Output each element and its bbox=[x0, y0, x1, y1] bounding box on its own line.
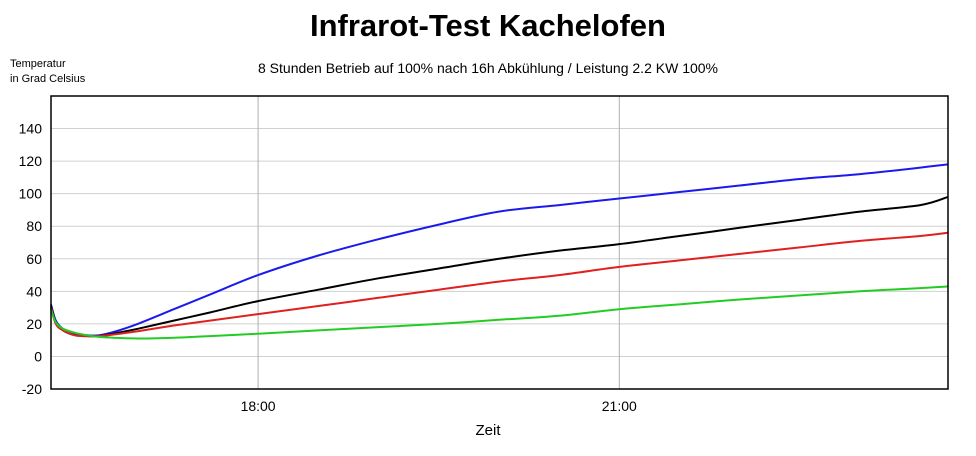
x-tick-label: 18:00 bbox=[241, 398, 276, 414]
chart-subtitle: 8 Stunden Betrieb auf 100% nach 16h Abkü… bbox=[258, 60, 718, 76]
y-tick-label: 120 bbox=[19, 153, 43, 169]
plot-frame bbox=[50, 95, 949, 390]
x-axis-label: Zeit bbox=[475, 422, 501, 439]
x-tick-label: 21:00 bbox=[602, 398, 637, 414]
grid bbox=[51, 96, 948, 390]
series-line-3 bbox=[50, 231, 949, 338]
series-line-1 bbox=[50, 163, 949, 337]
y-axis-label-line1: Temperatur bbox=[10, 58, 66, 70]
y-tick-label: 40 bbox=[26, 283, 42, 299]
series-group bbox=[50, 163, 949, 340]
series-line-2 bbox=[50, 195, 949, 338]
y-axis-label: Temperatur in Grad Celsius bbox=[10, 57, 85, 87]
y-axis-label-line2: in Grad Celsius bbox=[10, 73, 86, 85]
chart-title: Infrarot-Test Kachelofen bbox=[310, 8, 666, 43]
y-tick-label: -20 bbox=[22, 381, 42, 397]
y-tick-label: 140 bbox=[19, 121, 43, 137]
y-tick-label: 60 bbox=[26, 251, 42, 267]
series-line-4 bbox=[50, 285, 949, 340]
y-tick-label: 20 bbox=[26, 316, 42, 332]
y-tick-label: 0 bbox=[34, 348, 42, 364]
y-tick-label: 100 bbox=[19, 186, 43, 202]
axes: -20 0 20 40 60 80 100 120 140 18:00 21:00 bbox=[19, 95, 949, 414]
y-tick-label: 80 bbox=[26, 218, 42, 234]
